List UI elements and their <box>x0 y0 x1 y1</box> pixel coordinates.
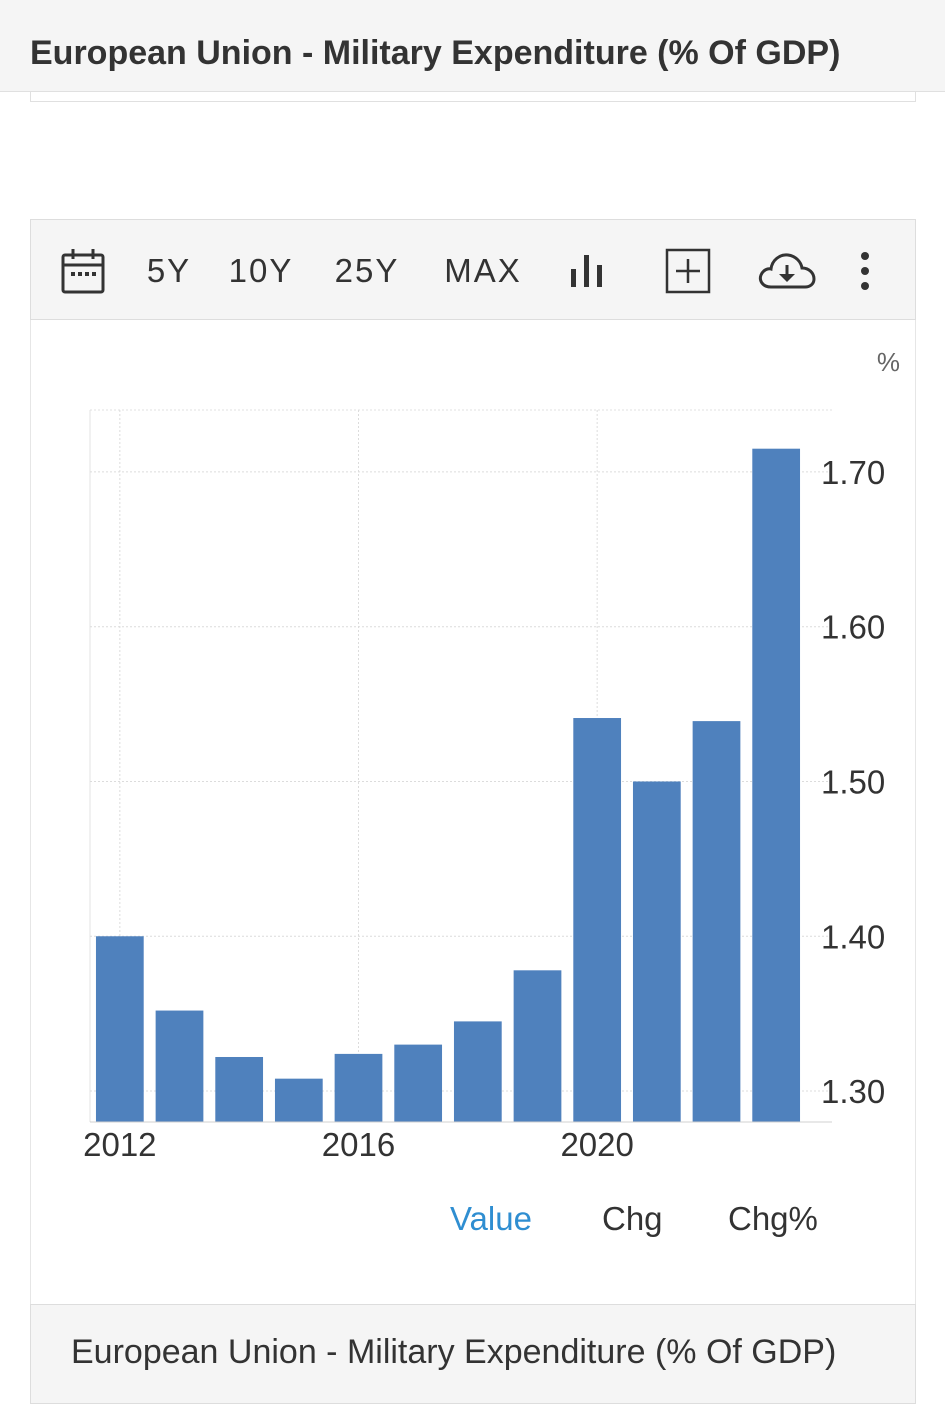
x-tick-label: 2012 <box>83 1126 156 1163</box>
bar-chart: 1.30 1.40 1.50 1.60 1.70 2012 2016 2020% <box>83 347 900 1163</box>
more-vert-icon[interactable] <box>853 220 877 321</box>
calendar-icon[interactable] <box>59 220 107 321</box>
bar-2021 <box>632 781 681 1122</box>
page-title: European Union - Military Expenditure (%… <box>30 34 841 72</box>
bar-2018 <box>453 1021 502 1122</box>
y-tick-label: 1.50 <box>821 763 885 800</box>
range-10y-button[interactable]: 10Y <box>228 251 294 289</box>
range-max-button[interactable]: MAX <box>444 251 522 289</box>
header-divider <box>30 92 916 102</box>
tab-value[interactable]: Value <box>450 1200 532 1237</box>
y-tick-label: 1.70 <box>821 454 885 491</box>
bar-chart-icon[interactable] <box>565 220 609 321</box>
tab-chg-percent[interactable]: Chg% <box>728 1200 818 1237</box>
bar-2017 <box>394 1044 443 1122</box>
chart-toolbar: 5Y 10Y 25Y MAX <box>30 219 916 320</box>
bar-2022 <box>692 721 741 1122</box>
bar-2019 <box>513 970 562 1122</box>
y-tick-label: 1.60 <box>821 609 885 646</box>
section-title: European Union - Military Expenditure (%… <box>71 1333 837 1371</box>
y-unit-label: % <box>877 347 900 377</box>
bar-2012 <box>95 936 144 1122</box>
bar-2015 <box>274 1078 323 1122</box>
bar-2013 <box>155 1010 204 1122</box>
range-25y-button[interactable]: 25Y <box>334 251 400 289</box>
y-tick-label: 1.40 <box>821 918 885 955</box>
y-tick-label: 1.30 <box>821 1073 885 1110</box>
bar-2020 <box>573 718 622 1122</box>
bar-2016 <box>334 1053 383 1122</box>
x-tick-label: 2020 <box>560 1126 633 1163</box>
bar-2014 <box>215 1056 264 1122</box>
page-header: European Union - Military Expenditure (%… <box>0 0 945 92</box>
x-tick-label: 2016 <box>322 1126 395 1163</box>
range-5y-button[interactable]: 5Y <box>146 251 192 289</box>
cloud-download-icon[interactable] <box>757 220 817 321</box>
section-header: European Union - Military Expenditure (%… <box>30 1304 916 1404</box>
bar-2023 <box>752 448 801 1122</box>
add-box-icon[interactable] <box>664 220 712 321</box>
chart-card <box>30 219 916 1305</box>
tab-chg[interactable]: Chg <box>602 1200 663 1237</box>
